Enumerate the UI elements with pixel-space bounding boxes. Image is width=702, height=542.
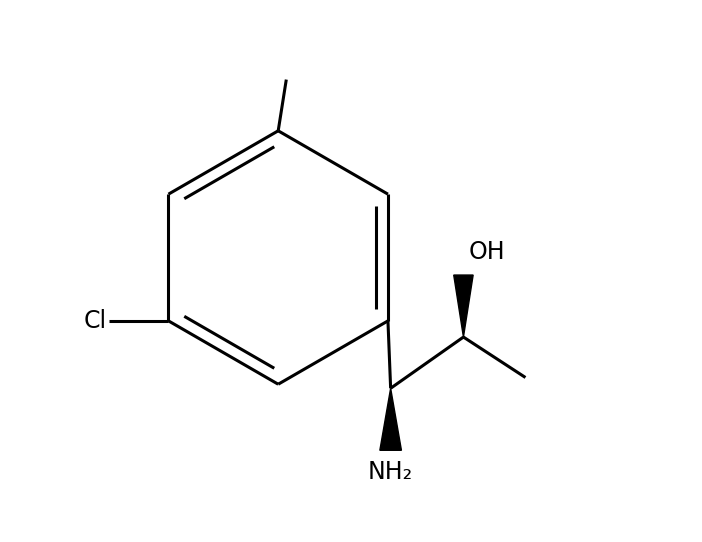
Text: OH: OH [469,240,505,264]
Polygon shape [453,275,473,337]
Polygon shape [380,388,402,450]
Text: NH₂: NH₂ [368,460,413,484]
Text: Cl: Cl [84,309,107,333]
